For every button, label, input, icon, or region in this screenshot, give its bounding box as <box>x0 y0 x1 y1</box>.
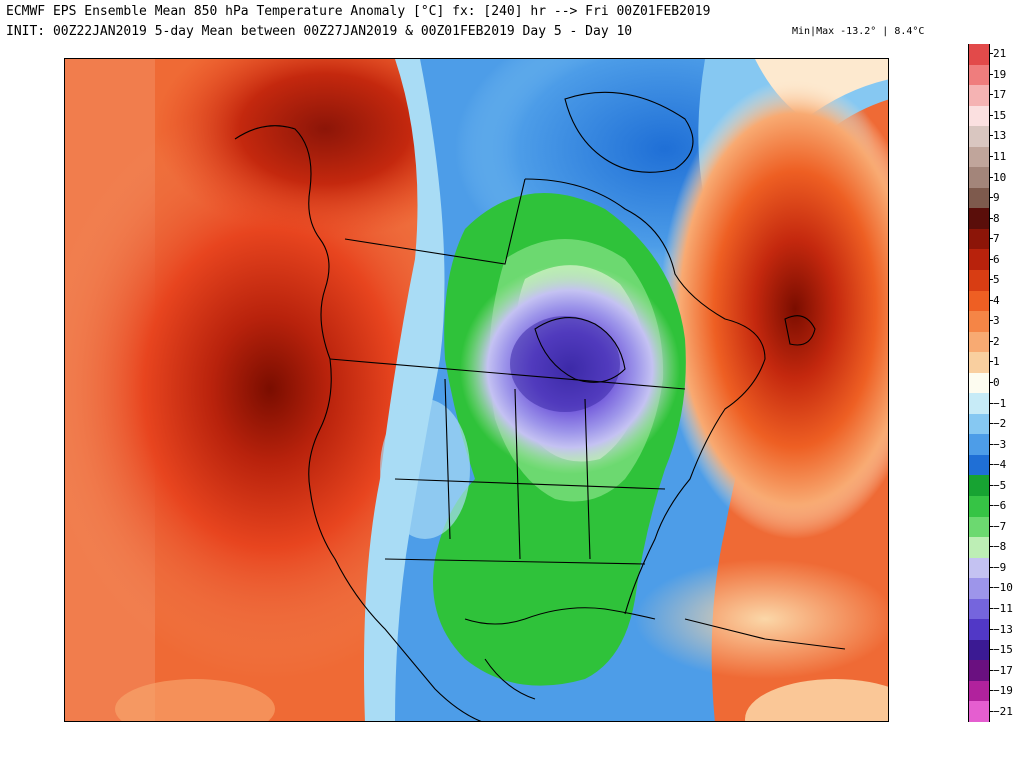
legend-swatch <box>969 496 989 518</box>
legend-tick-label: 10 <box>989 170 1007 184</box>
legend-swatch <box>969 516 989 538</box>
legend-tick-label: −4 <box>989 458 1007 472</box>
legend-tick-label: −3 <box>989 437 1007 451</box>
anomaly-map <box>64 58 889 722</box>
legend-tick-label: 19 <box>989 67 1007 81</box>
legend-swatch <box>969 187 989 209</box>
legend-tick-label: 21 <box>989 47 1007 61</box>
legend-swatch <box>969 537 989 559</box>
legend-swatch <box>969 701 989 723</box>
legend-tick-label: −7 <box>989 519 1007 533</box>
legend-tick-label: −10 <box>990 581 1013 595</box>
legend-tick-label: −8 <box>989 540 1007 554</box>
legend-tick-label: 0 <box>990 376 1000 389</box>
legend-tick-label: 11 <box>989 150 1007 163</box>
legend-swatch <box>969 660 989 682</box>
legend-swatch <box>969 249 989 271</box>
legend-swatch <box>969 64 989 86</box>
legend-swatch <box>969 413 989 435</box>
legend-tick-label: 13 <box>989 129 1007 143</box>
legend-tick-label: 2 <box>990 334 1000 348</box>
legend-tick-label: 15 <box>989 108 1007 122</box>
color-scale-legend <box>968 44 990 723</box>
legend-tick-label: 17 <box>989 88 1007 102</box>
legend-tick-label: −6 <box>989 499 1007 513</box>
legend-tick-label: −21 <box>990 704 1013 718</box>
legend-swatch <box>969 598 989 620</box>
legend-swatch <box>969 167 989 189</box>
legend-swatch <box>969 578 989 600</box>
legend-tick-label: 1 <box>990 355 1000 369</box>
legend-swatch <box>969 44 989 66</box>
legend-tick-label: −9 <box>989 560 1007 574</box>
legend-swatch <box>969 352 989 374</box>
legend-swatch <box>969 105 989 127</box>
min-max-readout: Min|Max -13.2° | 8.4°C <box>792 26 925 37</box>
legend-tick-label: −1 <box>989 396 1007 410</box>
legend-swatch <box>969 372 989 394</box>
legend-swatch <box>969 270 989 292</box>
legend-tick-label: −15 <box>990 643 1013 657</box>
legend-tick-label: −5 <box>989 478 1007 492</box>
legend-swatch <box>969 331 989 353</box>
legend-tick-label: 7 <box>990 232 1000 246</box>
map-subtitle: INIT: 00Z22JAN2019 5-day Mean between 00… <box>6 24 633 39</box>
legend-tick-label: −2 <box>989 417 1007 431</box>
legend-tick-label: 9 <box>990 191 1000 205</box>
legend-tick-label: 4 <box>990 293 1000 307</box>
legend-swatch <box>969 639 989 661</box>
legend-swatch <box>969 208 989 230</box>
legend-swatch <box>969 311 989 333</box>
legend-swatch <box>969 393 989 415</box>
legend-swatch <box>969 126 989 148</box>
legend-swatch <box>969 454 989 476</box>
legend-swatch <box>969 146 989 168</box>
legend-tick-label: 8 <box>990 211 1000 225</box>
legend-tick-label: −17 <box>990 663 1013 677</box>
legend-tick-label: −13 <box>990 622 1013 636</box>
legend-swatch <box>969 619 989 641</box>
legend-swatch <box>969 475 989 497</box>
legend-tick-label: 6 <box>990 252 1000 266</box>
legend-swatch <box>969 85 989 107</box>
legend-swatch <box>969 680 989 702</box>
legend-swatch <box>969 434 989 456</box>
anomaly-map-svg <box>65 59 888 721</box>
legend-swatch <box>969 557 989 579</box>
legend-swatch <box>969 290 989 312</box>
legend-swatch <box>969 228 989 250</box>
legend-tick-label: 3 <box>990 314 1000 328</box>
map-title: ECMWF EPS Ensemble Mean 850 hPa Temperat… <box>6 4 711 19</box>
legend-tick-label: 5 <box>990 273 1000 287</box>
legend-tick-label: −11 <box>990 602 1013 615</box>
legend-tick-label: −19 <box>990 684 1013 698</box>
